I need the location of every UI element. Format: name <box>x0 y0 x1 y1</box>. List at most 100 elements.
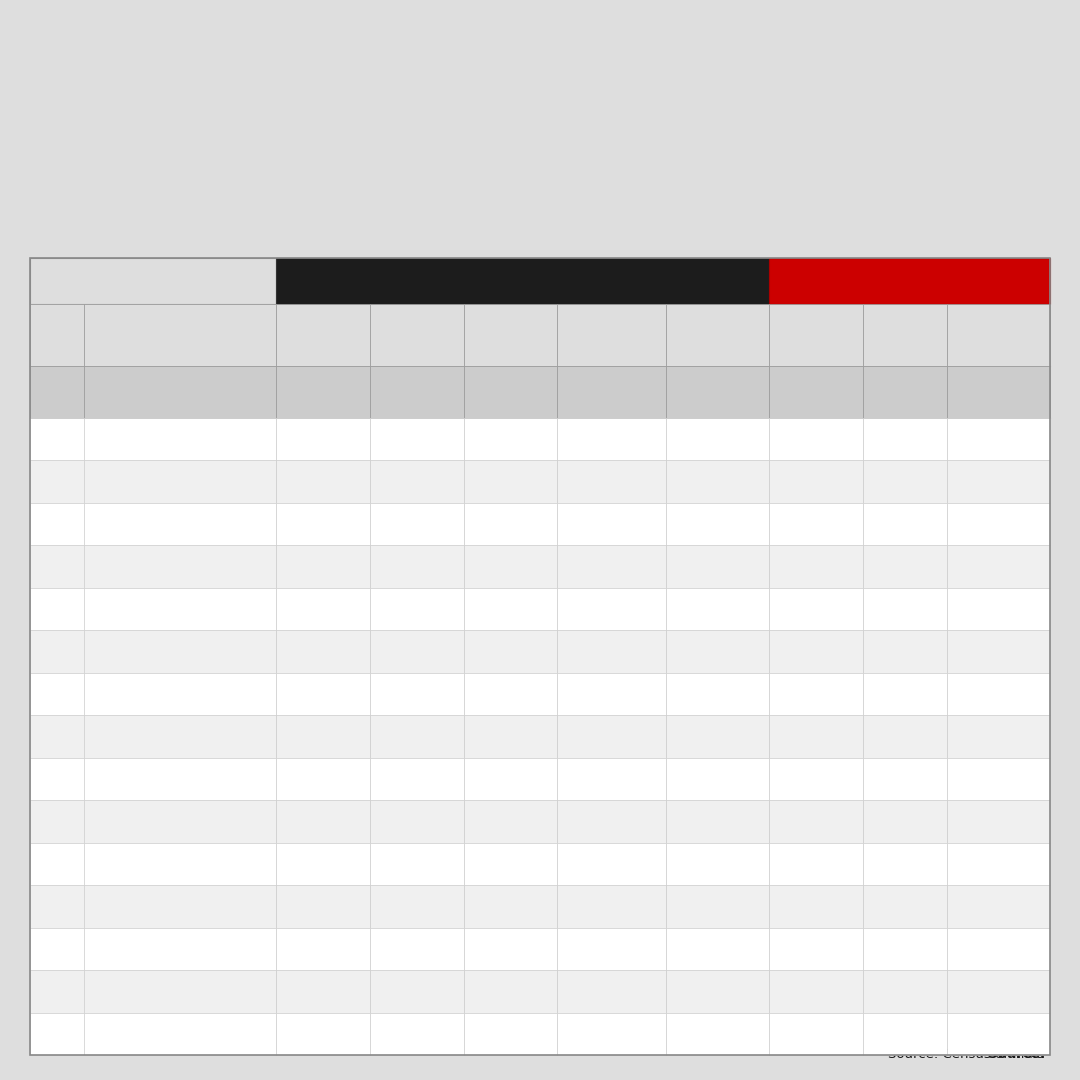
Text: 468: 468 <box>404 475 430 488</box>
Text: 1.50: 1.50 <box>983 942 1014 956</box>
Text: Madhya Pradesh: Madhya Pradesh <box>92 1027 207 1041</box>
Text: 9,421: 9,421 <box>490 645 530 659</box>
Text: 5: 5 <box>38 603 46 616</box>
Text: 12,541: 12,541 <box>588 856 636 870</box>
Text: 0.70: 0.70 <box>983 984 1013 998</box>
Text: 14,625: 14,625 <box>393 517 441 531</box>
Text: 2.60: 2.60 <box>889 856 920 870</box>
Text: 795: 795 <box>404 687 430 701</box>
Polygon shape <box>32 30 49 78</box>
Text: 72,627: 72,627 <box>588 1027 635 1041</box>
Text: 2.10: 2.10 <box>889 559 920 573</box>
Text: 547: 547 <box>310 687 336 701</box>
Text: 7,457: 7,457 <box>303 603 342 616</box>
Text: 84,581: 84,581 <box>588 432 636 446</box>
Text: 26,697: 26,697 <box>392 729 441 743</box>
Text: 271.8: 271.8 <box>698 432 738 446</box>
Text: 25,351: 25,351 <box>588 772 635 786</box>
Text: 548 160: 548 160 <box>383 384 450 400</box>
Text: Jammu & Kashmir: Jammu & Kashmir <box>92 856 216 870</box>
Text: 33,406: 33,406 <box>588 984 635 998</box>
Text: 1,210,570: 1,210,570 <box>570 384 652 400</box>
Text: 342.6: 342.6 <box>698 603 738 616</box>
Text: 6: 6 <box>38 645 46 659</box>
Text: 2.10: 2.10 <box>889 432 920 446</box>
Text: 335.3: 335.3 <box>694 384 741 400</box>
Text: 3,460: 3,460 <box>397 814 436 828</box>
Text: 4,617: 4,617 <box>397 856 436 870</box>
Text: 31,115: 31,115 <box>299 432 348 446</box>
Text: Gujarat: Gujarat <box>92 729 145 743</box>
Text: 1,384: 1,384 <box>592 475 632 488</box>
Text: 962.6: 962.6 <box>698 645 738 659</box>
Text: 1.20: 1.20 <box>983 432 1014 446</box>
Text: 1.50: 1.50 <box>889 984 920 998</box>
Text: 2.30: 2.30 <box>800 984 832 998</box>
Text: 2.00: 2.00 <box>889 814 920 828</box>
Text: 1.90: 1.90 <box>983 603 1014 616</box>
Text: 2.50: 2.50 <box>800 729 832 743</box>
Text: 2.40: 2.40 <box>983 856 1013 870</box>
Text: 1.70: 1.70 <box>800 432 832 446</box>
Text: 2.40: 2.40 <box>983 559 1013 573</box>
Text: 31,206: 31,206 <box>588 517 636 531</box>
Text: 1.90: 1.90 <box>800 900 832 914</box>
Text: 29,085: 29,085 <box>299 559 348 573</box>
Text: 1.90: 1.90 <box>983 729 1014 743</box>
Polygon shape <box>54 30 71 78</box>
Text: 100*P(11): 100*P(11) <box>678 315 757 329</box>
Text: 2011: 2011 <box>592 328 631 342</box>
Text: 2.10: 2.10 <box>889 942 920 956</box>
Text: 1971: 1971 <box>397 328 436 342</box>
Text: 2: 2 <box>38 475 46 488</box>
Text: Goa: Goa <box>92 687 120 701</box>
Text: 361.088: 361.088 <box>289 384 356 400</box>
Text: 14: 14 <box>38 984 56 998</box>
Text: 865: 865 <box>497 475 524 488</box>
Text: Haryana: Haryana <box>92 772 151 786</box>
Text: 10,036: 10,036 <box>393 772 441 786</box>
Text: 2.20: 2.20 <box>800 603 832 616</box>
Text: 2.40: 2.40 <box>800 1027 832 1041</box>
Text: 2.10: 2.10 <box>983 900 1014 914</box>
Text: 1.10: 1.10 <box>983 687 1014 701</box>
Text: 7,837: 7,837 <box>490 856 530 870</box>
Text: 2.90: 2.90 <box>800 772 832 786</box>
Text: 5,674: 5,674 <box>303 772 343 786</box>
Text: 8: 8 <box>38 729 46 743</box>
Text: TABLE 1: TABLE 1 <box>38 272 119 291</box>
Text: 6,865: 6,865 <box>592 814 632 828</box>
Text: EXPRESS: EXPRESS <box>268 39 460 73</box>
Text: 357.9: 357.9 <box>698 559 738 573</box>
Text: 18,615: 18,615 <box>299 1027 348 1041</box>
Text: 16,263: 16,263 <box>299 729 348 743</box>
Text: Territories: Territories <box>92 341 173 355</box>
Text: 2.00: 2.00 <box>983 1027 1013 1041</box>
Text: 3: 3 <box>38 517 46 531</box>
Text: 11: 11 <box>38 856 56 870</box>
Text: Jharkhand: Jharkhand <box>92 900 162 914</box>
Text: 1,744: 1,744 <box>303 645 343 659</box>
Text: 21,944: 21,944 <box>486 900 535 914</box>
Text: 2.30: 2.30 <box>983 475 1013 488</box>
Text: 2.10: 2.10 <box>798 384 834 400</box>
Text: 2.10: 2.10 <box>889 900 920 914</box>
Text: 4.20: 4.20 <box>800 645 832 659</box>
Text: 4.20: 4.20 <box>889 645 920 659</box>
Text: 2.20: 2.20 <box>889 729 920 743</box>
Text: 60,440: 60,440 <box>588 729 635 743</box>
Text: 5,171: 5,171 <box>490 814 530 828</box>
Text: 1.90: 1.90 <box>800 559 832 573</box>
Text: 91-2011: 91-2011 <box>967 328 1030 342</box>
Text: 30,017: 30,017 <box>393 1027 441 1041</box>
Text: 340.2: 340.2 <box>698 900 737 914</box>
Text: Annual Growth Rate (in %): Annual Growth Rate (in %) <box>781 272 1021 291</box>
Text: 1.80: 1.80 <box>980 384 1016 400</box>
Text: 42,126: 42,126 <box>393 559 441 573</box>
Text: 8,029: 8,029 <box>303 517 343 531</box>
Text: 388.7: 388.7 <box>698 517 738 531</box>
Text: 266.6: 266.6 <box>698 687 738 701</box>
Text: 15: 15 <box>38 1027 56 1041</box>
Text: 4,066: 4,066 <box>397 645 436 659</box>
Text: 7: 7 <box>38 687 46 701</box>
